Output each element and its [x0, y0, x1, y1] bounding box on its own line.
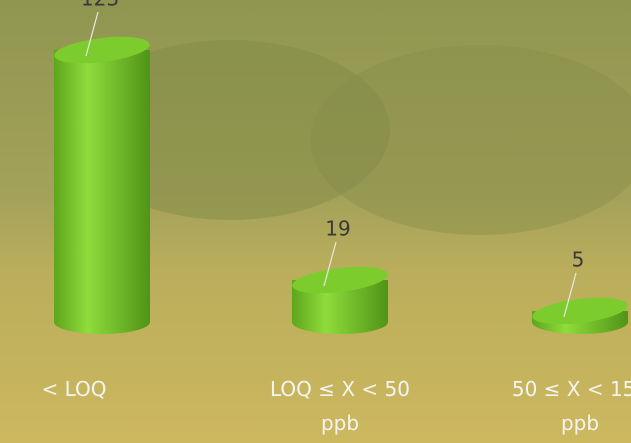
- leader-line: [323, 241, 337, 287]
- bar-top: [532, 297, 628, 325]
- background-trees: [310, 45, 631, 235]
- bar: [54, 50, 150, 322]
- data-label: 123: [81, 0, 119, 11]
- category-label: LOQ ≤ X < 50 ppb: [269, 377, 410, 435]
- bar-base: [292, 310, 388, 334]
- data-label: 5: [572, 247, 585, 271]
- category-label: < LOQ: [41, 377, 107, 401]
- leader-line: [85, 11, 99, 57]
- category-label: 50 ≤ X < 150 ppb: [511, 377, 631, 435]
- data-label: 19: [325, 216, 350, 240]
- bar-top: [292, 266, 388, 294]
- bar-top: [54, 36, 150, 64]
- leader-line: [563, 272, 577, 318]
- bar-base: [54, 310, 150, 334]
